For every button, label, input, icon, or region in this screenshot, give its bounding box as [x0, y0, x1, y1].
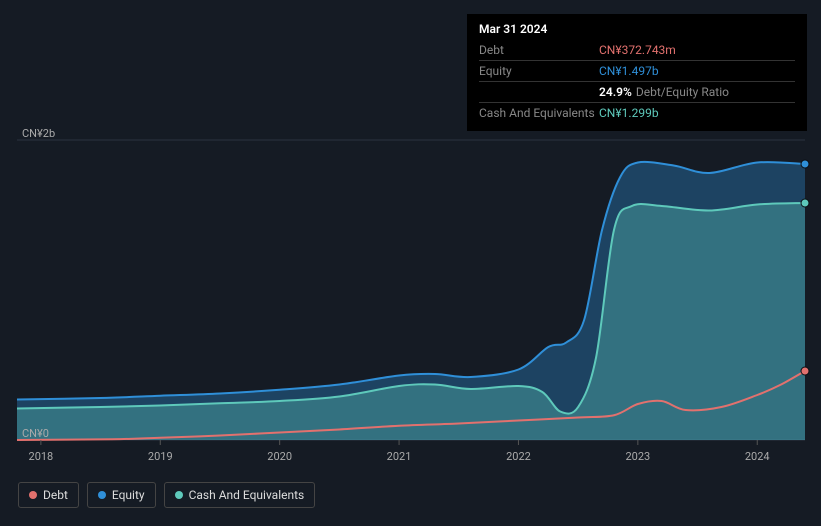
- x-axis-tick-label: 2022: [506, 450, 531, 463]
- x-axis-tick-label: 2019: [148, 450, 173, 463]
- x-axis-tick-label: 2018: [29, 450, 54, 463]
- chart-legend: Debt Equity Cash And Equivalents: [18, 482, 315, 508]
- legend-label: Cash And Equivalents: [189, 488, 305, 502]
- legend-item-equity[interactable]: Equity: [87, 482, 156, 508]
- y-axis-tick-label: CN¥0: [22, 427, 49, 440]
- legend-dot-icon: [98, 491, 106, 499]
- y-axis-tick-label: CN¥2b: [22, 127, 55, 140]
- legend-item-debt[interactable]: Debt: [18, 482, 79, 508]
- legend-dot-icon: [29, 491, 37, 499]
- x-axis-tick-label: 2020: [267, 450, 292, 463]
- x-axis-tick-label: 2024: [745, 450, 770, 463]
- x-axis-tick-label: 2021: [387, 450, 412, 463]
- x-axis-tick-label: 2023: [625, 450, 650, 463]
- legend-item-cash-and-equivalents[interactable]: Cash And Equivalents: [164, 482, 316, 508]
- legend-label: Equity: [112, 488, 145, 502]
- x-axis-labels: 2018 2019 2020 2021 2022 2023 2024: [0, 450, 821, 470]
- legend-label: Debt: [43, 488, 68, 502]
- debt-equity-chart: [0, 0, 821, 470]
- legend-dot-icon: [175, 491, 183, 499]
